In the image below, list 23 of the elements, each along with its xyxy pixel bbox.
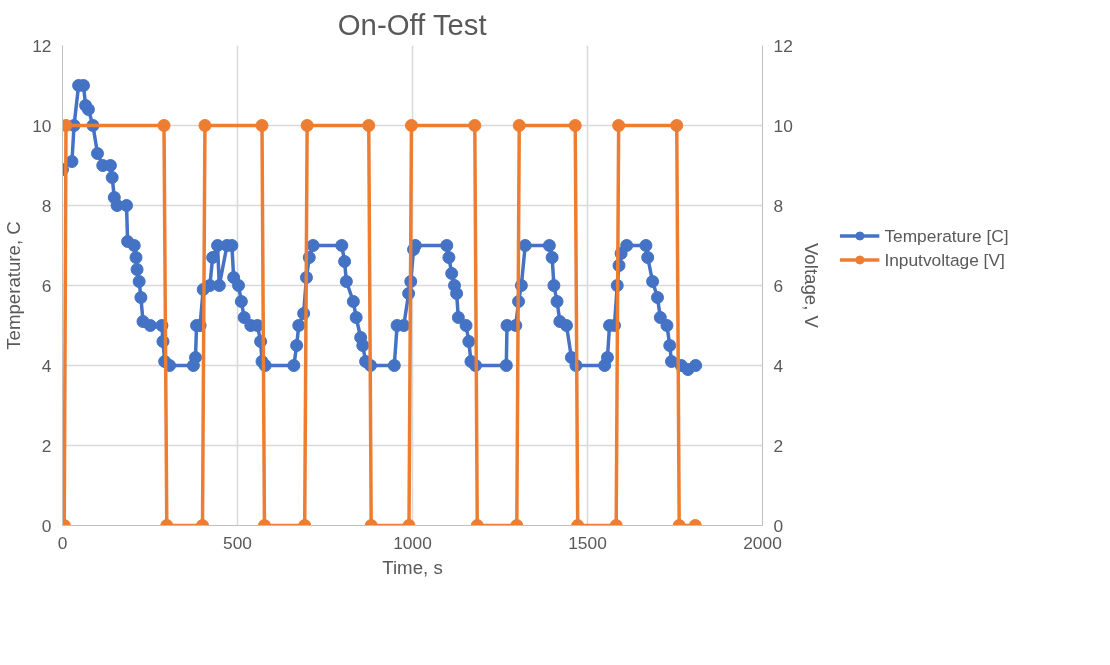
legend-label: Inputvoltage [V] [884,249,1005,270]
x-tick-label: 1500 [568,532,607,553]
y2-tick-label: 10 [773,115,793,136]
y2-tick-label: 6 [773,275,784,296]
legend-label: Temperature [C] [884,225,1009,246]
y-tick-label: 0 [41,515,52,536]
y-tick-label: 6 [41,275,52,296]
y-tick-label: 10 [32,115,52,136]
y-tick-label: 12 [32,35,52,56]
y2-tick-label: 4 [773,355,784,376]
y-tick-label: 4 [41,355,52,376]
x-axis-title: Time, s [382,556,443,578]
chart-title: On-Off Test [337,7,487,41]
y2-axis-title: Voltage, V [800,242,822,329]
y2-tick-label: 8 [773,195,784,216]
y-tick-label: 2 [41,435,52,456]
x-tick-label: 0 [57,532,68,553]
y2-tick-label: 2 [773,435,784,456]
x-tick-label: 500 [223,532,252,553]
y2-tick-label: 12 [773,35,793,56]
y-axis-title: Temperature, C [3,221,25,350]
x-tick-label: 1000 [393,532,432,553]
y-tick-label: 8 [41,195,52,216]
